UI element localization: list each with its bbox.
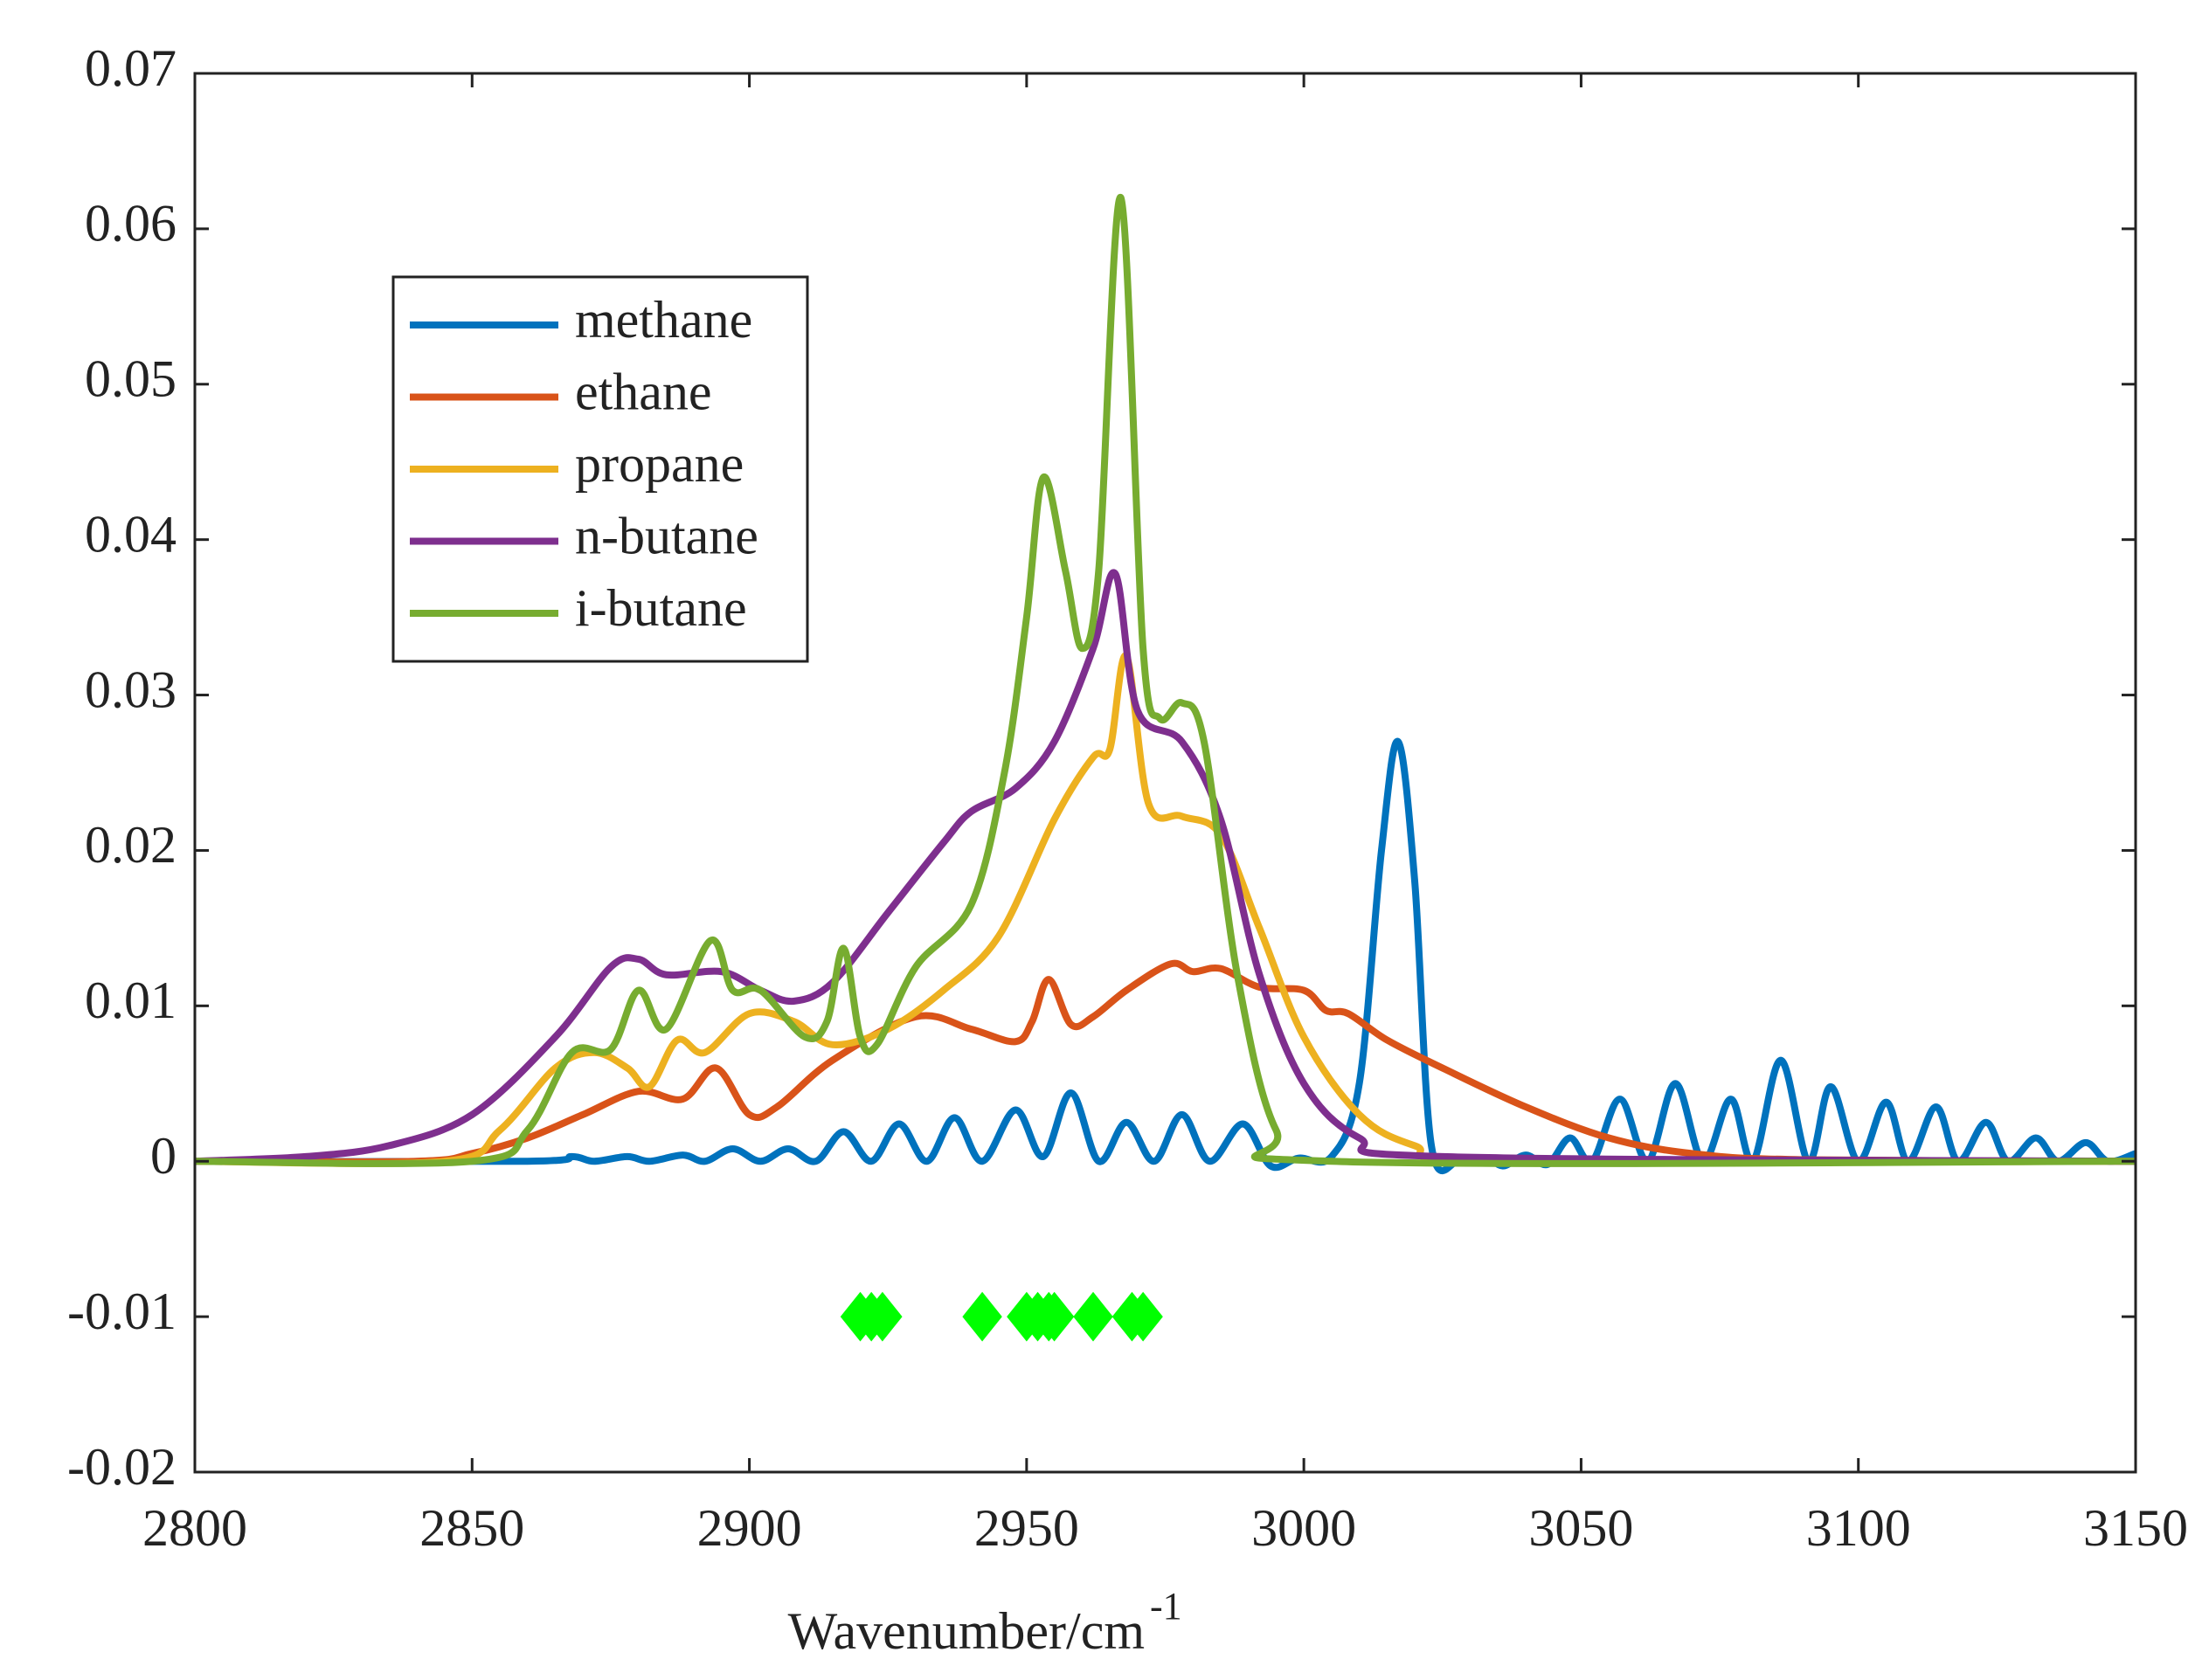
x-tick-label: 3050 (1528, 1499, 1633, 1557)
marker (862, 1291, 903, 1342)
legend-label: n-butane (575, 507, 758, 564)
y-tick-label: 0.05 (85, 350, 177, 408)
marker (1034, 1291, 1075, 1342)
series-line (195, 194, 2136, 1167)
plot-area (195, 194, 2136, 1342)
series-line (195, 959, 2136, 1165)
y-tick-label: 0.04 (85, 505, 177, 563)
y-tick-label: -0.02 (67, 1438, 177, 1496)
y-tick-label: -0.01 (67, 1282, 177, 1340)
legend-label: ethane (575, 363, 712, 420)
y-tick-label: 0.01 (85, 971, 177, 1029)
axes-box (193, 72, 2137, 1474)
y-tick-label: 0.02 (85, 816, 177, 874)
x-tick-label: 2950 (974, 1499, 1079, 1557)
marker (1073, 1291, 1113, 1342)
x-tick-label: 3150 (2083, 1499, 2188, 1557)
marker (1123, 1291, 1163, 1342)
x-axis-label-superscript: -1 (1150, 1585, 1182, 1628)
legend-label: methane (575, 291, 752, 349)
marker (962, 1291, 1002, 1342)
x-tick-label: 2900 (697, 1499, 802, 1557)
y-tick-label: 0.07 (85, 39, 177, 97)
series-line (195, 652, 2136, 1167)
x-tick-label: 2800 (142, 1499, 247, 1557)
y-tick-label: 0.06 (85, 195, 177, 252)
x-tick-label: 3100 (1806, 1499, 1911, 1557)
x-tick-label: 3000 (1251, 1499, 1356, 1557)
series-line (195, 569, 2136, 1165)
x-tick-label: 2850 (419, 1499, 524, 1557)
x-axis-label: Wavenumber/cm (788, 1602, 1145, 1660)
legend-label: propane (575, 435, 744, 493)
y-tick-label: 0 (150, 1127, 177, 1185)
legend-label: i-butane (575, 579, 747, 637)
y-tick-label: 0.03 (85, 660, 177, 718)
